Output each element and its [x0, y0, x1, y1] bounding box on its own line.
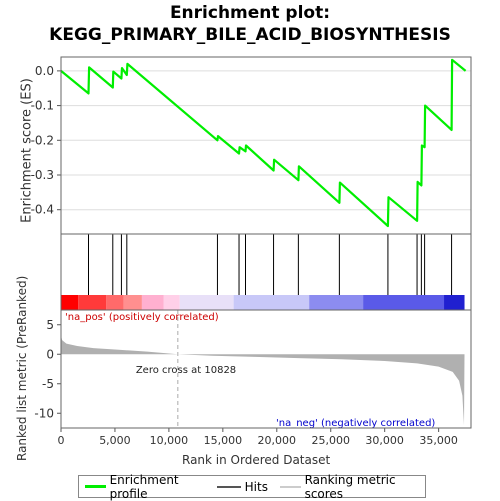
heat-bar-segment [123, 295, 142, 310]
heat-bar-segment [363, 295, 445, 310]
ranked-metric-panel: 5 0 -5 -10 0 5,000 10,000 15,000 20,000 25,000 30,… [34, 309, 472, 447]
heat-bar-segment [309, 295, 364, 310]
x-tick-label: 25,000 [311, 434, 350, 447]
heat-bar-segment [106, 295, 124, 310]
legend-enrichment-label: Enrichment profile [109, 472, 179, 501]
es-y-tick-label: -0.1 [31, 99, 54, 113]
neg-correlated-label: 'na_neg' (negatively correlated) [276, 418, 435, 429]
legend-hits-swatch [216, 485, 241, 488]
metric-y-tick-label: -10 [34, 406, 54, 420]
metric-y-tick-label: 5 [46, 318, 54, 332]
x-tick-label: 5,000 [99, 434, 131, 447]
zero-cross-label: Zero cross at 10828 [136, 365, 236, 376]
legend: Enrichment profile Hits Ranking metric s… [78, 472, 426, 501]
legend-ranking-label: Ranking metric scores [304, 472, 396, 501]
metric-frame [60, 309, 472, 429]
pos-correlated-label: 'na_pos' (positively correlated) [65, 312, 219, 323]
legend-hits: Hits [216, 479, 268, 494]
es-plot-area [61, 57, 471, 234]
x-axis-title: Rank in Ordered Dataset [182, 453, 331, 467]
legend-enrichment-swatch [85, 485, 106, 488]
enrichment-profile-line [60, 58, 467, 228]
x-tick-label: 30,000 [365, 434, 404, 447]
chart-title-line1: Enrichment plot: [169, 3, 331, 23]
legend-hits-label: Hits [244, 479, 268, 494]
ranking-metric-area [61, 335, 465, 426]
es-y-axis-title: Enrichment score (ES) [19, 78, 35, 223]
es-panel: 0.0 -0.1 -0.2 -0.3 -0.4 [31, 56, 472, 235]
heat-bar-segment [61, 295, 79, 310]
x-tick-label: 15,000 [204, 434, 243, 447]
metric-y-tick-label: -5 [42, 377, 54, 391]
x-tick-label: 35,000 [419, 434, 458, 447]
hits-area [61, 234, 471, 295]
metric-y-tick-label: 0 [46, 347, 54, 361]
es-y-tick-label: -0.3 [31, 168, 54, 182]
x-tick-label: 0 [58, 434, 65, 447]
es-y-tick-label: -0.2 [31, 133, 54, 147]
heat-bar-segment [444, 295, 465, 310]
heat-bar-segment [179, 295, 234, 310]
legend-ranking-swatch [279, 485, 301, 488]
heat-bar-segment [163, 295, 180, 310]
hits-panel [60, 233, 472, 311]
es-y-tick-label: 0.0 [35, 64, 54, 78]
heat-bar-segment [78, 295, 107, 310]
metric-plot-area [61, 310, 471, 428]
x-tick-label: 10,000 [150, 434, 189, 447]
heat-bar-segment [233, 295, 310, 310]
legend-ranking: Ranking metric scores [279, 472, 419, 501]
chart-title-line2: KEGG_PRIMARY_BILE_ACID_BIOSYNTHESIS [49, 25, 451, 45]
heat-bar-segment [141, 295, 164, 310]
es-y-tick-label: -0.4 [31, 203, 54, 217]
metric-y-axis-title: Ranked list metric (PreRanked) [15, 275, 29, 461]
legend-enrichment: Enrichment profile [85, 473, 205, 501]
x-tick-label: 20,000 [258, 434, 297, 447]
